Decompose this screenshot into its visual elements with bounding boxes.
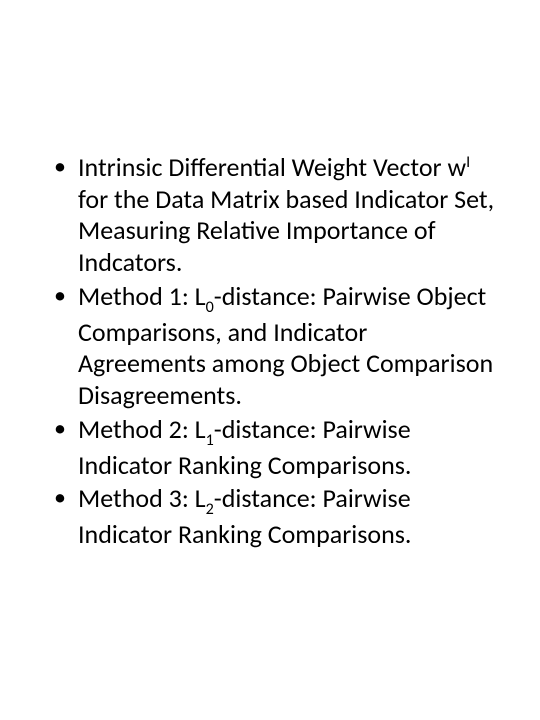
list-item: Method 3: L2-distance: Pairwise Indicato…	[48, 483, 500, 551]
list-item: Method 1: L0-distance: Pairwise Object C…	[48, 281, 500, 412]
subscript: 2	[206, 500, 214, 519]
subscript: 1	[206, 431, 214, 450]
superscript: I	[466, 153, 470, 172]
bullet-text-suffix: for the Data Matrix based Indicator Set,…	[78, 183, 494, 278]
bullet-text-prefix: Method 1: L	[78, 280, 206, 312]
list-item: Method 2: L1-distance: Pairwise Indicato…	[48, 414, 500, 482]
bullet-list: Intrinsic Differential Weight Vector wI …	[48, 152, 500, 551]
bullet-text-prefix: Method 3: L	[78, 482, 206, 514]
list-item: Intrinsic Differential Weight Vector wI …	[48, 152, 500, 279]
bullet-text-prefix: Intrinsic Differential Weight Vector w	[78, 151, 466, 183]
subscript: 0	[206, 298, 214, 317]
bullet-text-prefix: Method 2: L	[78, 413, 206, 445]
slide-content: Intrinsic Differential Weight Vector wI …	[48, 152, 500, 553]
